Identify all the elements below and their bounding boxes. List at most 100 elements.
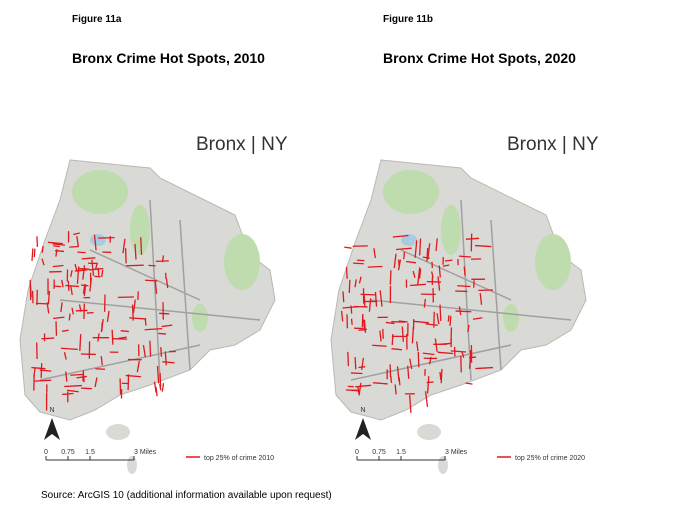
- park: [130, 205, 150, 255]
- road: [59, 299, 261, 321]
- hot-spot: [159, 312, 170, 315]
- hot-spot: [363, 319, 367, 333]
- hot-spot: [46, 302, 50, 314]
- hot-spot: [144, 318, 147, 326]
- island: [106, 424, 130, 440]
- hot-spot: [385, 321, 395, 325]
- hot-spot: [435, 238, 438, 252]
- hot-spot: [475, 244, 492, 248]
- hot-spot: [475, 366, 494, 370]
- north-label: N: [49, 407, 54, 414]
- hot-spot: [106, 310, 110, 322]
- hot-spot: [93, 234, 97, 251]
- scale-label: 1.5: [396, 449, 406, 456]
- hot-spot: [76, 236, 79, 247]
- hot-spot: [379, 290, 383, 307]
- hot-spot: [67, 389, 79, 393]
- figure: Figure 11b Bronx Crime Hot Spots, 2020 Bro…: [329, 14, 619, 474]
- hot-spot: [447, 315, 450, 322]
- figure-label: Figure 11b: [383, 14, 433, 25]
- scale-label: 0.75: [372, 449, 386, 456]
- legend-label: top 25% of crime 2010: [204, 455, 274, 462]
- hot-spot: [350, 372, 363, 375]
- park: [192, 304, 208, 332]
- hot-spot: [442, 264, 450, 267]
- legend-label: top 25% of crime 2020: [515, 455, 585, 462]
- park: [535, 234, 571, 290]
- hot-spot: [397, 259, 402, 271]
- figure: Figure 11a Bronx Crime Hot Spots, 2010 Bro…: [18, 14, 308, 474]
- hot-spot: [161, 324, 173, 328]
- hot-spot: [65, 284, 79, 288]
- hot-spot: [391, 348, 403, 351]
- hot-spot: [136, 360, 140, 373]
- hot-spot: [125, 374, 142, 378]
- hot-spot: [97, 333, 100, 342]
- road: [179, 219, 191, 371]
- north-label: N: [360, 407, 365, 414]
- hot-spot: [440, 342, 452, 345]
- island: [127, 456, 137, 474]
- hot-spot: [76, 375, 87, 379]
- hot-spot: [65, 371, 68, 382]
- hot-spot: [53, 245, 60, 248]
- road: [460, 199, 472, 381]
- hot-spot: [83, 284, 87, 297]
- hot-spot: [355, 384, 372, 388]
- hot-spot: [465, 382, 473, 385]
- hot-spot: [358, 276, 362, 284]
- hot-spot: [403, 251, 406, 260]
- hot-spot: [68, 313, 71, 321]
- hot-spot: [89, 277, 93, 292]
- hot-spot: [373, 248, 376, 259]
- hot-spot: [53, 316, 65, 320]
- hot-spot: [367, 265, 383, 268]
- hot-spot: [425, 323, 438, 326]
- hot-spot: [70, 373, 84, 376]
- hot-spot: [455, 310, 472, 313]
- hot-spot: [472, 317, 483, 320]
- hot-spot: [126, 264, 144, 267]
- hot-spot: [79, 334, 82, 352]
- hot-spot: [76, 266, 80, 284]
- hot-spot: [389, 270, 392, 285]
- hot-spot: [353, 262, 364, 265]
- hot-spot: [122, 238, 126, 254]
- hot-spot: [94, 275, 101, 278]
- hot-spot: [427, 243, 431, 260]
- map-title: Bronx | NY: [507, 134, 599, 155]
- road: [490, 219, 502, 371]
- hot-spot: [465, 237, 480, 240]
- hot-spot: [61, 279, 64, 288]
- park: [503, 304, 519, 332]
- hot-spot: [132, 299, 136, 314]
- hot-spot: [436, 313, 440, 325]
- hot-spot: [74, 263, 78, 272]
- scale-label: 0.75: [61, 449, 75, 456]
- hot-spot: [120, 330, 129, 333]
- hot-spot: [156, 365, 160, 384]
- hot-spot: [345, 266, 348, 279]
- hot-spot: [70, 285, 73, 296]
- hot-spot: [398, 377, 401, 386]
- hot-spot: [347, 351, 350, 367]
- hot-spot: [33, 368, 36, 377]
- hot-spot: [94, 377, 98, 388]
- hot-spot: [409, 394, 412, 413]
- island: [417, 424, 441, 440]
- hot-spot: [71, 307, 74, 315]
- hot-spot: [390, 375, 393, 383]
- road: [400, 249, 512, 301]
- reservoir: [90, 234, 106, 246]
- figure-label: Figure 11a: [72, 14, 122, 25]
- hot-spot: [33, 248, 36, 258]
- hot-spot: [88, 267, 104, 271]
- hot-spot: [417, 267, 421, 285]
- hot-spot: [412, 270, 416, 278]
- hot-spot: [77, 251, 86, 254]
- hot-spot: [439, 304, 442, 322]
- hot-spot: [161, 255, 165, 263]
- hot-spot: [73, 232, 80, 236]
- figure-title: Bronx Crime Hot Spots, 2020: [383, 50, 576, 66]
